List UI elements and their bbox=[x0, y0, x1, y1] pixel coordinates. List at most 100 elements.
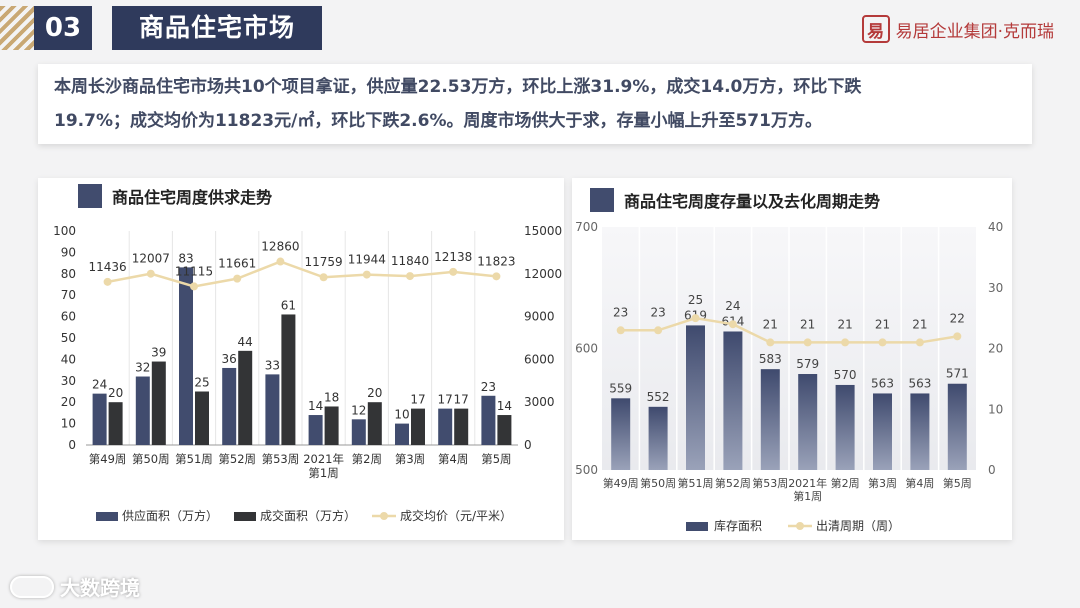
supply-bar bbox=[179, 267, 193, 445]
transaction-data-label: 25 bbox=[194, 376, 209, 390]
price-data-label: 12860 bbox=[261, 240, 299, 254]
x-tick-label: 2021年 bbox=[788, 476, 827, 490]
title-square-icon bbox=[590, 188, 614, 212]
watermark-text: 大数跨境 bbox=[60, 576, 140, 600]
y-right-tick-label: 12000 bbox=[524, 267, 562, 281]
x-tick-label: 第1周 bbox=[308, 466, 338, 480]
inventory-bar bbox=[686, 325, 705, 470]
price-point bbox=[276, 257, 285, 266]
clearance-data-label: 21 bbox=[763, 317, 778, 331]
supply-bar bbox=[265, 374, 280, 445]
inventory-data-label: 563 bbox=[908, 376, 931, 390]
summary-line-1: 本周长沙商品住宅市场共10个项目拿证，供应量22.53万方，环比上涨31.9%，… bbox=[54, 77, 862, 97]
clearance-data-label: 24 bbox=[725, 299, 740, 313]
y-right-tick-label: 9000 bbox=[524, 310, 555, 324]
legend-inventory-label: 库存面积 bbox=[714, 518, 762, 533]
supply-data-label: 12 bbox=[351, 403, 366, 417]
y-left-tick-label: 500 bbox=[575, 463, 598, 477]
clearance-data-label: 21 bbox=[800, 317, 815, 331]
inventory-bar bbox=[648, 406, 668, 470]
inventory-bar bbox=[723, 331, 743, 470]
supply-data-label: 24 bbox=[92, 378, 107, 392]
y-left-tick-label: 700 bbox=[575, 220, 598, 234]
x-tick-label: 第2周 bbox=[352, 452, 382, 466]
y-right-tick-label: 0 bbox=[524, 438, 532, 452]
transaction-data-label: 20 bbox=[367, 386, 382, 400]
brand-logo: 易 易居企业集团·克而瑞 bbox=[861, 14, 1054, 44]
y-right-tick-label: 3000 bbox=[524, 395, 555, 409]
inventory-bar bbox=[910, 393, 930, 470]
x-tick-label: 第51周 bbox=[678, 476, 714, 490]
inventory-data-label: 571 bbox=[946, 367, 969, 381]
y-left-tick-label: 80 bbox=[61, 267, 76, 281]
y-left-tick-label: 20 bbox=[61, 395, 76, 409]
price-data-label: 11115 bbox=[175, 264, 213, 278]
price-data-label: 11661 bbox=[218, 257, 256, 271]
y-right-tick-label: 0 bbox=[988, 463, 996, 477]
price-data-label: 11759 bbox=[305, 255, 343, 269]
transaction-data-label: 17 bbox=[454, 393, 469, 407]
y-left-tick-label: 40 bbox=[61, 352, 76, 366]
legend-price-marker bbox=[380, 512, 388, 520]
x-tick-label: 第50周 bbox=[132, 452, 170, 466]
x-tick-label: 2021年 bbox=[303, 452, 344, 466]
y-left-tick-label: 600 bbox=[575, 342, 598, 356]
clearance-point bbox=[803, 338, 812, 347]
transaction-bar bbox=[151, 361, 166, 445]
x-tick-label: 第4周 bbox=[438, 452, 468, 466]
legend-price-label: 成交均价（元/平米） bbox=[400, 508, 512, 523]
y-right-tick-label: 20 bbox=[988, 342, 1003, 356]
clearance-data-label: 23 bbox=[613, 305, 628, 319]
x-tick-label: 第49周 bbox=[89, 452, 127, 466]
transaction-data-label: 44 bbox=[238, 335, 253, 349]
y-left-tick-label: 90 bbox=[61, 245, 76, 259]
supply-bar bbox=[222, 367, 237, 445]
transaction-data-label: 17 bbox=[410, 393, 425, 407]
inventory-data-label: 583 bbox=[759, 352, 782, 366]
y-right-tick-label: 10 bbox=[988, 402, 1003, 416]
transaction-data-label: 18 bbox=[324, 390, 339, 404]
x-tick-label: 第51周 bbox=[175, 452, 213, 466]
y-left-tick-label: 0 bbox=[68, 438, 76, 452]
legend-inventory-swatch bbox=[686, 522, 708, 531]
x-tick-label: 第5周 bbox=[481, 452, 511, 466]
inventory-data-label: 579 bbox=[796, 357, 819, 371]
y-left-tick-label: 30 bbox=[61, 374, 76, 388]
clearance-data-label: 21 bbox=[875, 317, 890, 331]
inventory-data-label: 552 bbox=[647, 390, 670, 404]
price-point bbox=[319, 273, 328, 282]
legend-supply-label: 供应面积（万方） bbox=[122, 508, 218, 523]
transaction-bar bbox=[411, 408, 425, 445]
price-data-label: 11436 bbox=[89, 260, 127, 274]
footer-watermark: 大数跨境 bbox=[10, 572, 140, 601]
x-tick-label: 第50周 bbox=[640, 476, 676, 490]
supply-bar bbox=[308, 415, 323, 445]
clearance-point bbox=[953, 332, 962, 341]
supply-data-label: 10 bbox=[394, 408, 409, 422]
price-point bbox=[449, 267, 458, 276]
clearance-line bbox=[620, 316, 958, 344]
x-tick-label: 第3周 bbox=[868, 476, 897, 490]
clearance-data-label: 23 bbox=[650, 305, 665, 319]
supply-bar bbox=[135, 376, 150, 445]
price-data-label: 11840 bbox=[391, 254, 429, 268]
clearance-data-label: 21 bbox=[912, 317, 927, 331]
price-point bbox=[492, 272, 501, 281]
supply-bar bbox=[481, 395, 496, 445]
legend-transaction-swatch bbox=[234, 512, 256, 521]
inventory-data-label: 570 bbox=[834, 368, 857, 382]
x-tick-label: 第4周 bbox=[905, 476, 934, 490]
supply-data-label: 36 bbox=[222, 352, 237, 366]
y-left-tick-label: 100 bbox=[53, 224, 76, 238]
inventory-bar bbox=[873, 393, 892, 470]
x-tick-label: 第49周 bbox=[603, 476, 639, 490]
y-right-tick-label: 30 bbox=[988, 281, 1003, 295]
price-data-label: 11823 bbox=[477, 254, 515, 268]
supply-data-label: 17 bbox=[438, 393, 453, 407]
inventory-title-text: 商品住宅周度存量以及去化周期走势 bbox=[624, 192, 881, 211]
section-number: 03 bbox=[34, 6, 92, 50]
clearance-data-label: 22 bbox=[950, 311, 965, 325]
price-point bbox=[406, 272, 414, 281]
clearance-point bbox=[766, 338, 775, 347]
transaction-bar bbox=[324, 406, 339, 445]
